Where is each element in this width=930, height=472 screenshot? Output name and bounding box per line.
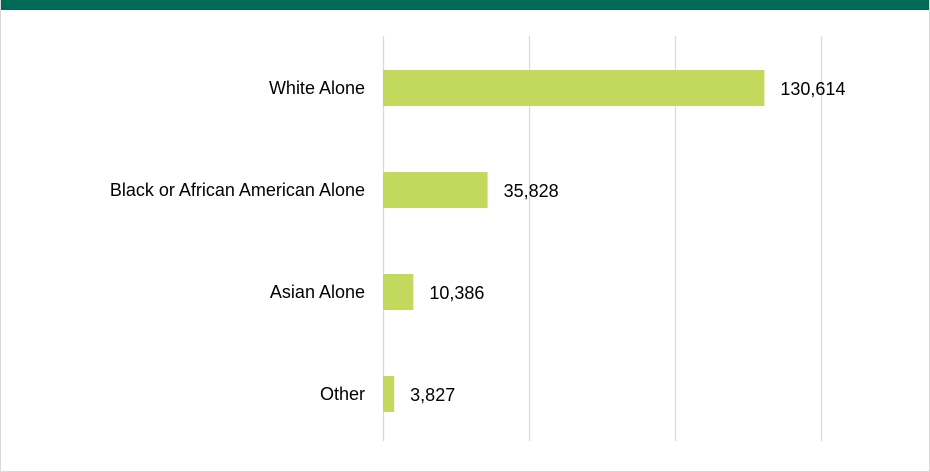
header-bar <box>1 0 929 10</box>
value-label-3: 3,827 <box>410 385 455 405</box>
labels: White Alone 130,614 Black or African Ameri… <box>110 78 846 405</box>
bar-1 <box>383 172 488 208</box>
value-label-0: 130,614 <box>780 79 845 99</box>
category-label-3: Other <box>320 384 365 404</box>
bars <box>383 70 765 412</box>
bar-0 <box>383 70 765 106</box>
bar-2 <box>383 274 414 310</box>
value-label-1: 35,828 <box>504 181 559 201</box>
bar-3 <box>383 376 395 412</box>
category-label-1: Black or African American Alone <box>110 180 365 200</box>
value-label-2: 10,386 <box>429 283 484 303</box>
category-label-0: White Alone <box>269 78 365 98</box>
category-label-2: Asian Alone <box>270 282 365 302</box>
